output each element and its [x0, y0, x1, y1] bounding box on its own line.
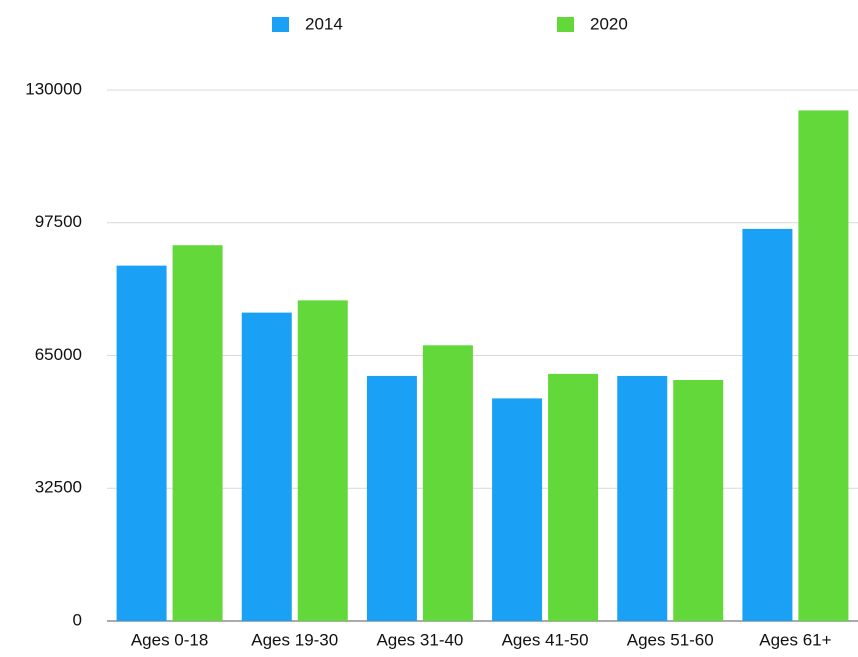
bar — [548, 373, 599, 621]
x-tick-label: Ages 0-18 — [131, 630, 209, 649]
x-tick-label: Ages 61+ — [759, 630, 831, 649]
bar — [673, 380, 724, 621]
y-tick-label: 0 — [73, 610, 82, 629]
x-tick-label: Ages 51-60 — [627, 630, 714, 649]
legend-swatch — [272, 17, 289, 32]
y-tick-label: 65000 — [35, 345, 82, 364]
y-tick-label: 97500 — [35, 212, 82, 231]
x-tick-label: Ages 31-40 — [376, 630, 463, 649]
bar — [742, 228, 793, 621]
bar — [297, 300, 348, 621]
x-tick-label: Ages 19-30 — [251, 630, 338, 649]
legend-label: 2014 — [305, 14, 343, 33]
y-tick-label: 130000 — [25, 79, 82, 98]
bar — [492, 398, 543, 621]
bar — [798, 110, 849, 621]
bar — [116, 265, 167, 621]
legend-label: 2020 — [590, 14, 628, 33]
bar — [172, 245, 223, 621]
bar — [366, 375, 417, 621]
legend-swatch — [557, 17, 574, 32]
x-tick-label: Ages 41-50 — [502, 630, 589, 649]
bar — [241, 312, 292, 621]
bar — [422, 345, 473, 621]
bar — [617, 375, 668, 621]
y-tick-label: 32500 — [35, 478, 82, 497]
